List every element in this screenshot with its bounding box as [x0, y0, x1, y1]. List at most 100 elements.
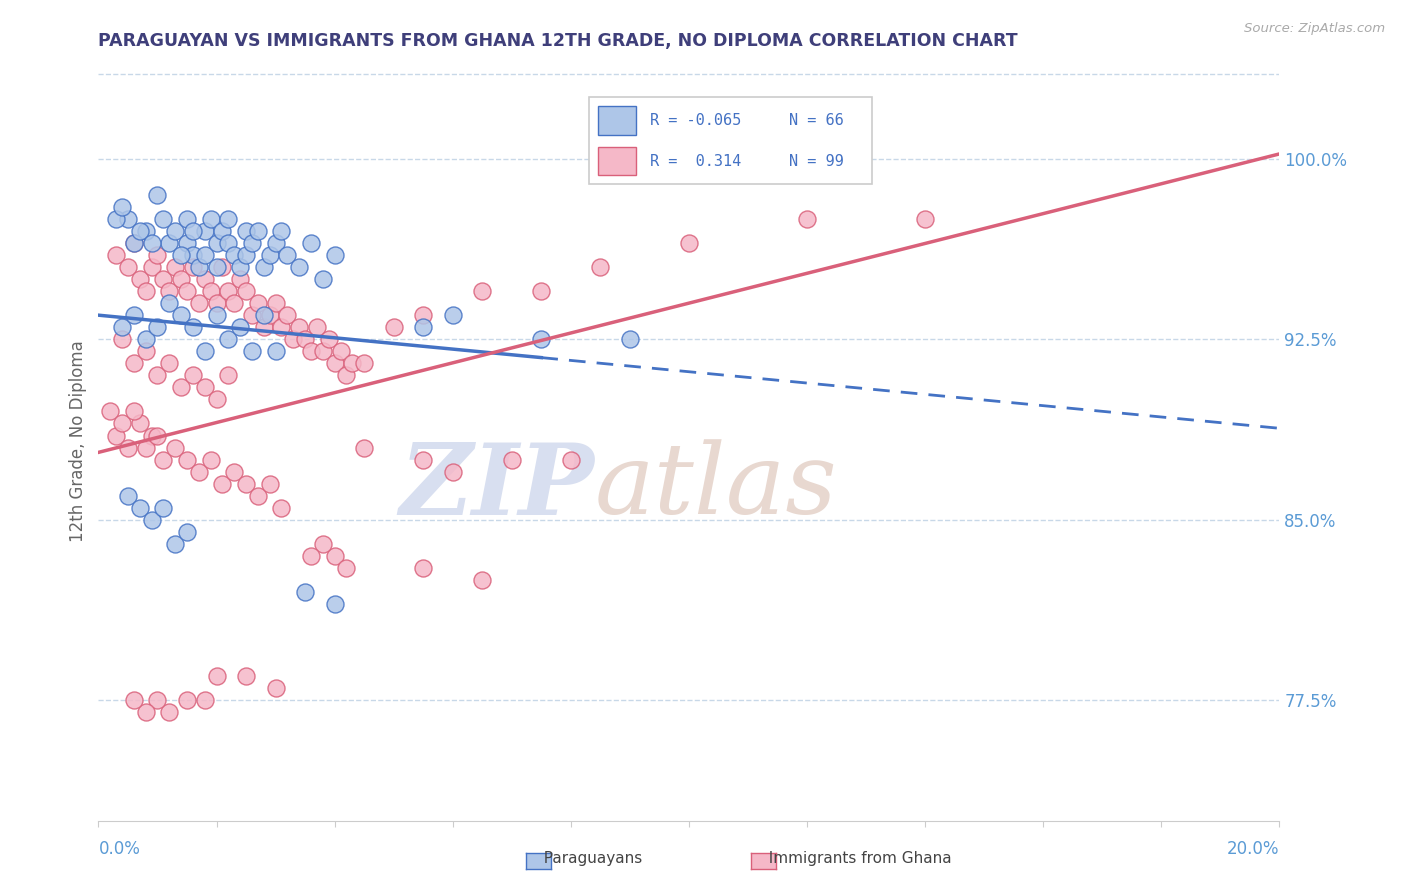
Point — [181, 224, 204, 238]
Point — [211, 260, 233, 274]
Point — [229, 320, 252, 334]
Point — [560, 452, 582, 467]
Point — [187, 260, 209, 274]
Point — [135, 224, 157, 238]
Point — [128, 417, 150, 431]
Point — [170, 248, 193, 262]
Point — [229, 272, 252, 286]
Point — [146, 368, 169, 383]
Point — [412, 320, 434, 334]
Point — [170, 380, 193, 394]
Point — [176, 284, 198, 298]
Point — [105, 428, 128, 442]
Point — [141, 260, 163, 274]
Point — [294, 332, 316, 346]
Point — [141, 428, 163, 442]
Text: N = 99: N = 99 — [789, 153, 844, 169]
Point — [135, 332, 157, 346]
Point — [312, 344, 335, 359]
Point — [412, 561, 434, 575]
Point — [128, 224, 150, 238]
Point — [146, 248, 169, 262]
Point — [194, 344, 217, 359]
Point — [312, 272, 335, 286]
Point — [299, 235, 322, 250]
Point — [530, 284, 553, 298]
Point — [323, 356, 346, 370]
Point — [235, 224, 257, 238]
Point — [105, 248, 128, 262]
Point — [181, 248, 204, 262]
Point — [270, 320, 292, 334]
Point — [276, 248, 298, 262]
Point — [111, 332, 134, 346]
Point — [299, 549, 322, 563]
Point — [530, 332, 553, 346]
Point — [224, 248, 246, 262]
Point — [146, 320, 169, 334]
Point — [157, 235, 180, 250]
Point — [200, 211, 222, 226]
Text: R =  0.314: R = 0.314 — [650, 153, 741, 169]
Text: PARAGUAYAN VS IMMIGRANTS FROM GHANA 12TH GRADE, NO DIPLOMA CORRELATION CHART: PARAGUAYAN VS IMMIGRANTS FROM GHANA 12TH… — [98, 32, 1018, 50]
Text: 0.0%: 0.0% — [98, 840, 141, 858]
Point — [288, 320, 311, 334]
Point — [176, 524, 198, 539]
Point — [353, 441, 375, 455]
Point — [619, 332, 641, 346]
Point — [146, 428, 169, 442]
Point — [128, 272, 150, 286]
Point — [253, 308, 276, 322]
Point — [98, 404, 121, 418]
Point — [224, 296, 246, 310]
Point — [122, 404, 145, 418]
Point — [122, 693, 145, 707]
Text: 20.0%: 20.0% — [1227, 840, 1279, 858]
Point — [117, 441, 139, 455]
Point — [217, 284, 239, 298]
Point — [235, 284, 257, 298]
Point — [176, 693, 198, 707]
Point — [329, 344, 352, 359]
Point — [353, 356, 375, 370]
Point — [176, 452, 198, 467]
Point — [111, 417, 134, 431]
Point — [146, 693, 169, 707]
Point — [276, 308, 298, 322]
Point — [194, 272, 217, 286]
Point — [264, 296, 287, 310]
Point — [240, 235, 263, 250]
Point — [176, 235, 198, 250]
Text: Paraguayans: Paraguayans — [534, 851, 643, 865]
Y-axis label: 12th Grade, No Diploma: 12th Grade, No Diploma — [69, 341, 87, 542]
FancyBboxPatch shape — [589, 96, 872, 184]
Point — [152, 500, 174, 515]
Point — [323, 597, 346, 611]
Point — [152, 272, 174, 286]
Point — [181, 260, 204, 274]
Point — [157, 284, 180, 298]
Point — [246, 224, 269, 238]
Point — [342, 356, 364, 370]
Point — [205, 669, 228, 683]
Point — [105, 211, 128, 226]
Point — [259, 476, 281, 491]
Point — [146, 187, 169, 202]
Point — [117, 260, 139, 274]
Point — [181, 320, 204, 334]
Point — [235, 248, 257, 262]
Point — [157, 356, 180, 370]
Point — [194, 693, 217, 707]
Point — [235, 669, 257, 683]
Point — [117, 211, 139, 226]
Point — [170, 272, 193, 286]
Point — [264, 344, 287, 359]
Point — [135, 706, 157, 720]
Point — [165, 224, 187, 238]
Point — [135, 284, 157, 298]
Point — [382, 320, 405, 334]
FancyBboxPatch shape — [598, 146, 636, 176]
Point — [165, 537, 187, 551]
Point — [152, 211, 174, 226]
Point — [128, 500, 150, 515]
